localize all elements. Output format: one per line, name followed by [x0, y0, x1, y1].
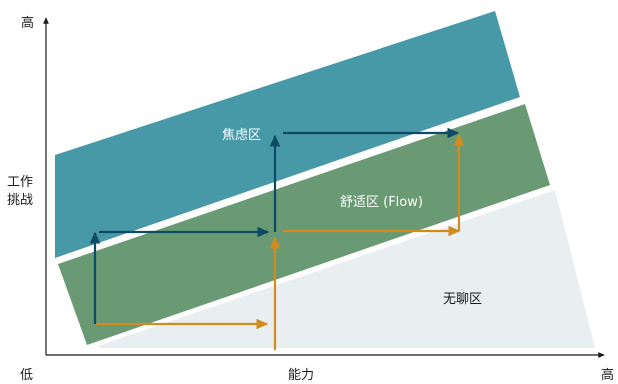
y-axis-high-label: 高: [21, 16, 35, 31]
y-axis-title-line1: 工作: [7, 175, 34, 190]
boredom-zone-label: 无聊区: [443, 292, 483, 307]
boredom-zone: [98, 190, 595, 348]
anxiety-zone: [55, 11, 520, 258]
y-axis-title-line2: 挑战: [7, 193, 34, 208]
origin-low-label: 低: [20, 368, 34, 383]
flow-zone: [58, 104, 550, 345]
x-axis-title: 能力: [288, 368, 315, 383]
anxiety-zone-label: 焦虑区: [222, 128, 262, 143]
x-axis-high-label: 高: [601, 368, 615, 383]
flow-zone-label: 舒适区 (Flow): [340, 195, 423, 210]
